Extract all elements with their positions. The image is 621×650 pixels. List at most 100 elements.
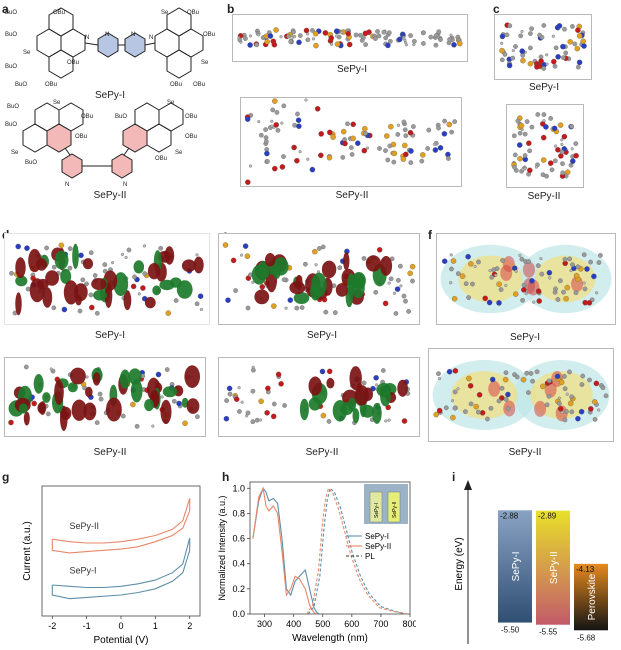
atom bbox=[603, 393, 609, 399]
atom bbox=[396, 277, 401, 283]
energy-bar-Perovskite bbox=[574, 563, 608, 631]
atom bbox=[514, 269, 518, 273]
atom bbox=[31, 400, 37, 407]
atom bbox=[412, 38, 417, 44]
atom bbox=[342, 140, 348, 147]
atom bbox=[291, 144, 297, 151]
atom bbox=[433, 411, 439, 418]
atom bbox=[130, 401, 136, 408]
orbital-view-d1 bbox=[4, 233, 210, 325]
atom bbox=[488, 405, 494, 411]
atom bbox=[560, 43, 566, 50]
atom bbox=[24, 245, 30, 251]
svg-text:OBu: OBu bbox=[155, 156, 167, 162]
svg-text:N: N bbox=[105, 32, 109, 38]
atom bbox=[575, 64, 581, 70]
atom bbox=[323, 309, 329, 315]
atom bbox=[446, 156, 451, 161]
svg-text:Se: Se bbox=[53, 100, 61, 106]
atom bbox=[111, 261, 115, 265]
orbital-lobe bbox=[60, 268, 72, 284]
atom bbox=[92, 273, 98, 278]
atom bbox=[534, 369, 540, 375]
atom bbox=[295, 117, 302, 123]
atom bbox=[403, 151, 409, 158]
atom bbox=[526, 140, 532, 146]
atom bbox=[243, 36, 248, 41]
caption-a-sepy2: SePy-II bbox=[93, 190, 127, 201]
atom bbox=[588, 259, 593, 265]
atom bbox=[291, 29, 296, 35]
atom bbox=[505, 406, 511, 411]
atom bbox=[402, 142, 408, 149]
atom bbox=[442, 118, 447, 124]
atom bbox=[257, 33, 261, 37]
atom bbox=[561, 55, 566, 61]
chemical-structure-sepy2: BuO Se OBu BuO Se BuO OBu N N BuO Se OBu… bbox=[5, 100, 197, 188]
orbital-lobe bbox=[289, 281, 306, 295]
atom bbox=[401, 293, 407, 299]
atom bbox=[273, 122, 279, 128]
orbital-lobe bbox=[321, 260, 337, 279]
atom bbox=[560, 170, 566, 176]
atom bbox=[287, 297, 294, 303]
atom bbox=[470, 281, 475, 287]
atom bbox=[51, 305, 57, 311]
caption-b-sepy2: SePy-II bbox=[335, 190, 369, 201]
atom bbox=[271, 41, 278, 48]
atom bbox=[130, 283, 137, 290]
atom bbox=[573, 141, 579, 146]
orbital-lobe bbox=[352, 408, 360, 424]
atom bbox=[561, 289, 566, 295]
atom bbox=[265, 159, 270, 164]
atom bbox=[233, 288, 238, 293]
atom bbox=[151, 424, 155, 428]
x-tick-label: -2 bbox=[48, 621, 56, 631]
svg-text:BuO: BuO bbox=[5, 32, 17, 38]
panel-label-g: g bbox=[2, 470, 10, 484]
orbital-lobe bbox=[361, 404, 375, 418]
orbital-lobe bbox=[42, 287, 53, 308]
legend-label: SePy-II bbox=[365, 542, 391, 551]
atom bbox=[376, 33, 382, 39]
atom bbox=[522, 131, 528, 137]
atom bbox=[245, 179, 251, 185]
atom bbox=[438, 37, 443, 42]
atom bbox=[521, 282, 527, 288]
atom bbox=[546, 269, 553, 276]
atom bbox=[447, 37, 452, 42]
atom bbox=[226, 385, 233, 392]
atom bbox=[555, 147, 561, 153]
cv-curve-SePy-I bbox=[51, 537, 191, 600]
atom bbox=[552, 289, 558, 295]
orbital-lobe bbox=[130, 379, 143, 403]
atom bbox=[102, 268, 108, 274]
atom bbox=[532, 300, 536, 304]
orbital-lobe bbox=[299, 398, 309, 421]
atom bbox=[237, 409, 242, 414]
atom bbox=[340, 128, 347, 135]
vial bbox=[387, 491, 401, 523]
atom bbox=[158, 245, 164, 251]
atom bbox=[560, 142, 564, 146]
orbital-lobe bbox=[54, 379, 64, 405]
orbital-view-d2 bbox=[4, 357, 206, 437]
caption-f-sepy2: SePy-II bbox=[508, 447, 542, 458]
atom bbox=[574, 45, 581, 52]
atom bbox=[408, 160, 414, 165]
orbital-lobe bbox=[273, 265, 281, 279]
atom bbox=[237, 386, 241, 390]
atom bbox=[457, 40, 463, 47]
atom bbox=[361, 147, 368, 154]
atom bbox=[504, 283, 508, 288]
atom bbox=[503, 397, 509, 402]
atom bbox=[373, 36, 378, 41]
atom bbox=[516, 142, 523, 148]
plot-frame bbox=[41, 485, 201, 617]
orbital-lobe bbox=[147, 263, 161, 280]
atom bbox=[600, 385, 606, 391]
atom bbox=[275, 371, 282, 378]
atom bbox=[248, 164, 253, 168]
atom bbox=[505, 391, 511, 398]
x-tick-label: 300 bbox=[257, 619, 272, 629]
